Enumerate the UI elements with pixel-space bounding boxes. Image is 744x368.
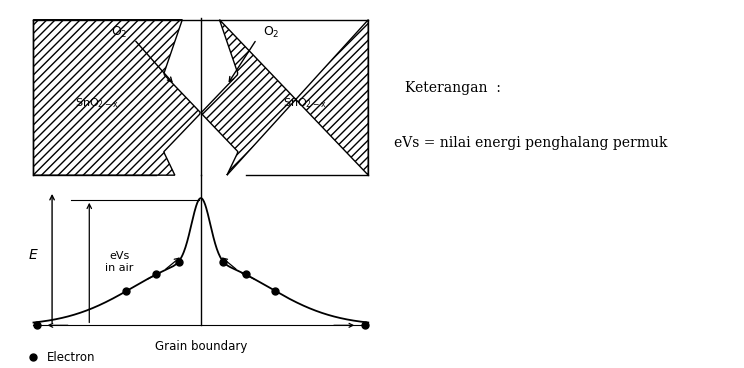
- Text: eVs
in air: eVs in air: [105, 251, 133, 273]
- Polygon shape: [33, 20, 200, 175]
- Text: Keterangan  :: Keterangan :: [405, 81, 501, 95]
- Text: eVs = nilai energi penghalang permuk: eVs = nilai energi penghalang permuk: [394, 136, 668, 150]
- Text: E: E: [29, 248, 38, 262]
- Text: Electron: Electron: [46, 351, 95, 364]
- Text: $\mathrm{O_2}$: $\mathrm{O_2}$: [263, 25, 280, 40]
- Polygon shape: [202, 20, 368, 175]
- Text: $\mathrm{SnO_{2-x}}$: $\mathrm{SnO_{2-x}}$: [75, 96, 118, 110]
- Text: $\mathrm{O_2}$: $\mathrm{O_2}$: [111, 25, 127, 40]
- Text: Grain boundary: Grain boundary: [155, 340, 247, 353]
- Text: $\mathrm{SnO_{2-x}}$: $\mathrm{SnO_{2-x}}$: [283, 96, 327, 110]
